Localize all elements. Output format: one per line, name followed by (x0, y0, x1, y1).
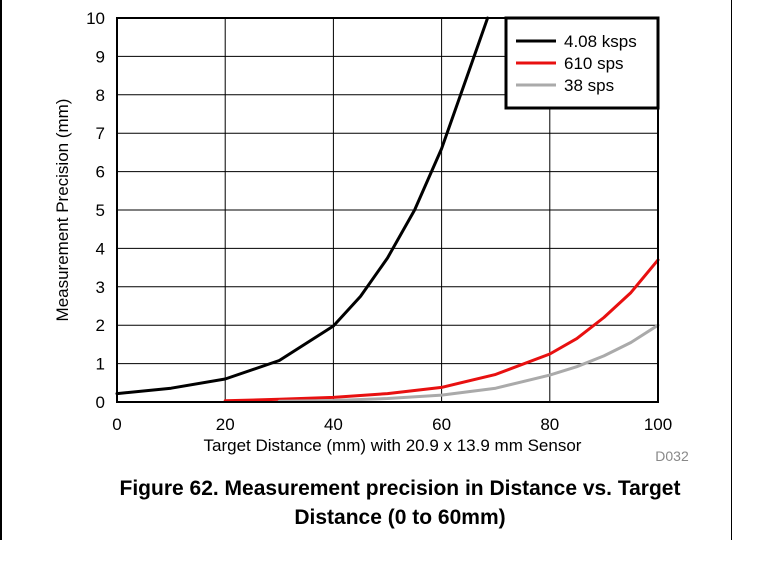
x-axis-label: Target Distance (mm) with 20.9 x 13.9 mm… (204, 436, 582, 455)
y-tick-label: 5 (96, 201, 105, 220)
page-frame-left (0, 0, 2, 540)
page-frame-right (731, 0, 732, 540)
y-tick-label: 8 (96, 86, 105, 105)
y-tick-labels: 0 1 2 3 4 5 6 7 8 9 10 (86, 9, 105, 412)
y-tick-label: 9 (96, 47, 105, 66)
y-tick-label: 7 (96, 124, 105, 143)
x-tick-labels: 0 20 40 60 80 100 (112, 415, 672, 434)
x-tick-label: 40 (324, 415, 343, 434)
legend: 4.08 ksps 610 sps 38 sps (504, 16, 660, 110)
figure-caption: Figure 62. Measurement precision in Dist… (40, 474, 760, 532)
y-tick-label: 10 (86, 9, 105, 28)
y-tick-label: 2 (96, 316, 105, 335)
series-line (223, 258, 660, 403)
series-line (115, 16, 490, 396)
y-tick-label: 6 (96, 163, 105, 182)
x-tick-label: 80 (540, 415, 559, 434)
legend-entry-label: 38 sps (564, 76, 614, 95)
y-tick-label: 3 (96, 278, 105, 297)
precision-chart: 0 1 2 3 4 5 6 7 8 9 10 0 20 40 60 80 100 4.08 ksps 610 s… (53, 9, 689, 464)
y-tick-label: 1 (96, 355, 105, 374)
x-tick-label: 20 (216, 415, 235, 434)
x-tick-label: 0 (112, 415, 121, 434)
figure-caption-line-1: Figure 62. Measurement precision in Dist… (119, 477, 681, 500)
y-axis-label: Measurement Precision (mm) (53, 99, 72, 322)
x-tick-label: 100 (644, 415, 672, 434)
series-lines (115, 16, 660, 403)
figure-caption-line-2: Distance (0 to 60mm) (294, 506, 506, 529)
legend-entry-label: 610 sps (564, 54, 624, 73)
plot-border (116, 17, 659, 403)
figure-id-watermark: D032 (655, 448, 689, 464)
legend-entry-label: 4.08 ksps (564, 32, 637, 51)
series-line (277, 323, 660, 403)
y-tick-label: 4 (96, 239, 105, 258)
x-tick-label: 60 (432, 415, 451, 434)
y-tick-label: 0 (96, 393, 105, 412)
